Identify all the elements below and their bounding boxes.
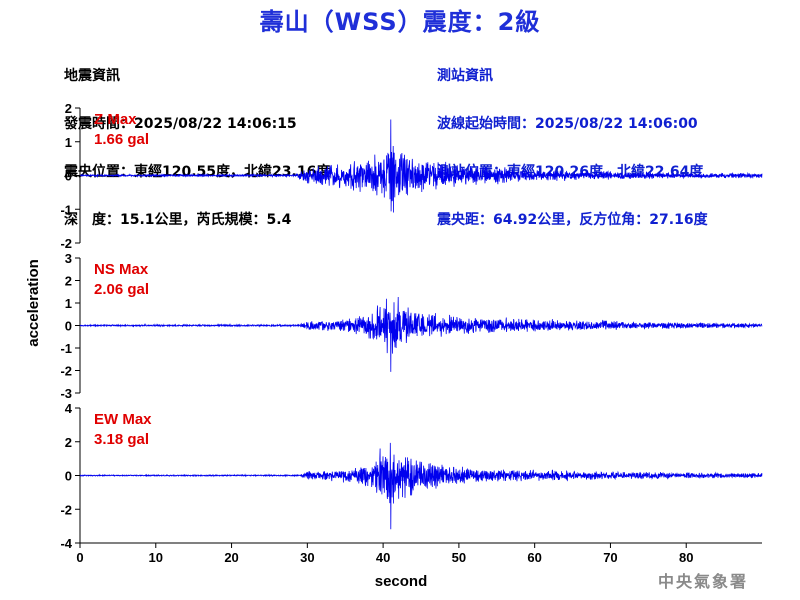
depth-magnitude: 深 度：15.1公里，芮氏規模：5.4 — [64, 212, 292, 228]
panel-max-name: EW Max — [94, 411, 152, 428]
x-tick-label: 10 — [149, 550, 163, 565]
panel-max-value: 1.66 gal — [94, 131, 149, 148]
y-tick-label: 0 — [65, 319, 72, 334]
x-tick-label: 50 — [452, 550, 466, 565]
trace-ew — [79, 442, 763, 530]
trace-ns — [79, 296, 763, 372]
y-tick-label: 1 — [65, 135, 72, 150]
origin-time: 發震時間：2025/08/22 14:06:15 — [64, 116, 297, 132]
y-tick-label: 0 — [65, 169, 72, 184]
x-tick-label: 40 — [376, 550, 390, 565]
station-info-heading: 測站資訊 — [437, 68, 493, 84]
distance-azimuth: 震央距：64.92公里，反方位角：27.16度 — [437, 212, 708, 228]
x-tick-label: 80 — [679, 550, 693, 565]
y-tick-label: -2 — [60, 502, 72, 517]
page-title: 壽山（WSS）震度：2級 — [259, 8, 541, 36]
panel-max-value: 3.18 gal — [94, 431, 149, 448]
y-tick-label: 4 — [65, 401, 73, 416]
y-tick-label: -2 — [60, 236, 72, 251]
x-axis-label: second — [375, 573, 428, 590]
x-tick-label: 30 — [300, 550, 314, 565]
y-tick-label: 1 — [65, 296, 72, 311]
earthquake-info-heading: 地震資訊 — [64, 68, 120, 84]
y-tick-label: 2 — [65, 101, 72, 116]
x-tick-label: 20 — [224, 550, 238, 565]
y-tick-label: -1 — [60, 341, 72, 356]
y-tick-label: 2 — [65, 435, 72, 450]
station-info: 測站資訊 波線起始時間：2025/08/22 14:06:00 測站位置：東經1… — [437, 36, 708, 244]
y-tick-label: -1 — [60, 202, 72, 217]
y-tick-label: -2 — [60, 364, 72, 379]
panel-max-name: NS Max — [94, 261, 149, 278]
wave-start-time: 波線起始時間：2025/08/22 14:06:00 — [437, 116, 698, 132]
x-tick-label: 0 — [76, 550, 83, 565]
y-tick-label: -3 — [60, 386, 72, 401]
panel-max-name: Z Max — [94, 111, 137, 128]
epicenter: 震央位置：東經120.55度，北緯23.16度 — [64, 164, 331, 180]
trace-z — [79, 119, 763, 213]
earthquake-info: 地震資訊 發震時間：2025/08/22 14:06:15 震央位置：東經120… — [64, 36, 330, 244]
y-tick-label: -4 — [60, 536, 72, 551]
y-tick-label: 3 — [65, 251, 72, 266]
y-axis-label: acceleration — [25, 259, 42, 347]
y-tick-label: 2 — [65, 274, 72, 289]
panel-max-value: 2.06 gal — [94, 281, 149, 298]
x-tick-label: 60 — [527, 550, 541, 565]
agency-watermark: 中央氣象署 — [657, 572, 748, 591]
y-tick-label: 0 — [65, 469, 72, 484]
x-tick-label: 70 — [603, 550, 617, 565]
